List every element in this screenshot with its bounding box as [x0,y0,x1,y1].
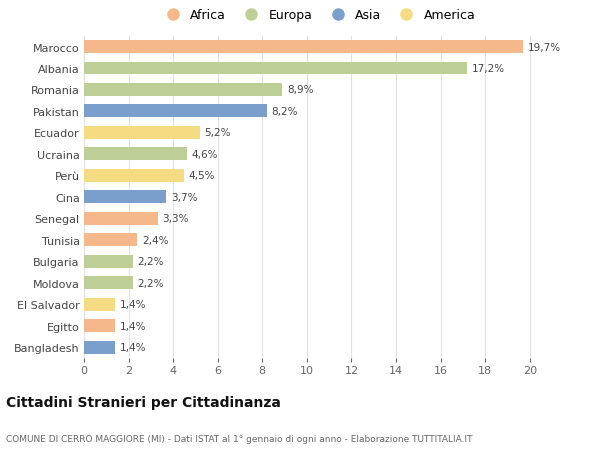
Text: 2,4%: 2,4% [142,235,169,245]
Text: 2,2%: 2,2% [137,257,164,267]
Text: 5,2%: 5,2% [205,128,231,138]
Text: 17,2%: 17,2% [472,64,505,74]
Text: COMUNE DI CERRO MAGGIORE (MI) - Dati ISTAT al 1° gennaio di ogni anno - Elaboraz: COMUNE DI CERRO MAGGIORE (MI) - Dati IST… [6,434,473,442]
Text: 8,2%: 8,2% [271,106,298,117]
Bar [84,148,187,161]
Bar [84,277,133,290]
Text: 4,6%: 4,6% [191,150,217,160]
Bar [84,169,184,182]
Text: 3,3%: 3,3% [162,214,188,224]
Text: 1,4%: 1,4% [119,299,146,309]
Bar [84,213,158,225]
Bar [84,105,267,118]
Text: 1,4%: 1,4% [119,342,146,353]
Bar [84,41,523,54]
Text: 8,9%: 8,9% [287,85,313,95]
Bar [84,191,166,204]
Text: 3,7%: 3,7% [171,192,197,202]
Text: 2,2%: 2,2% [137,278,164,288]
Bar [84,319,115,332]
Bar [84,298,115,311]
Bar [84,127,200,140]
Bar [84,84,283,97]
Text: 1,4%: 1,4% [119,321,146,331]
Legend: Africa, Europa, Asia, America: Africa, Europa, Asia, America [155,5,481,28]
Bar [84,255,133,268]
Bar [84,234,137,246]
Bar [84,341,115,354]
Bar [84,62,467,75]
Text: 4,5%: 4,5% [189,171,215,181]
Text: 19,7%: 19,7% [527,42,560,52]
Text: Cittadini Stranieri per Cittadinanza: Cittadini Stranieri per Cittadinanza [6,395,281,409]
